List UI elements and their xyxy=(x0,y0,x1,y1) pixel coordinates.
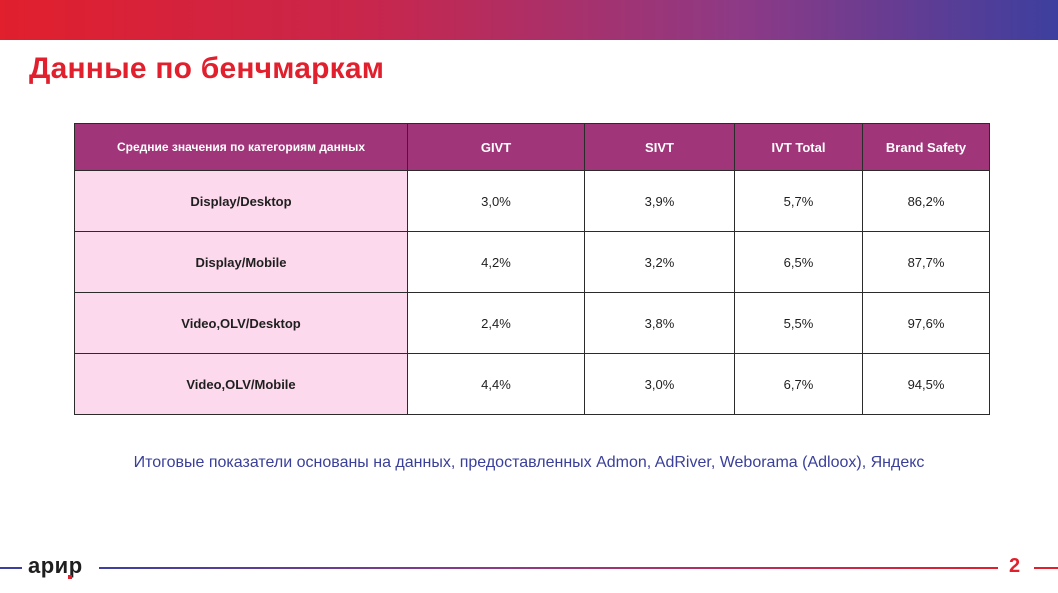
benchmark-table: Средние значения по категориям данных GI… xyxy=(74,123,990,415)
footer-divider xyxy=(99,567,998,569)
footer-divider-left xyxy=(0,567,22,569)
column-header-category: Средние значения по категориям данных xyxy=(74,123,408,171)
source-note: Итоговые показатели основаны на данных, … xyxy=(133,454,925,471)
sivt-cell: 3,8% xyxy=(584,292,735,354)
brand-safety-cell: 97,6% xyxy=(862,292,990,354)
sivt-cell: 3,0% xyxy=(584,353,735,415)
table-header-row: Средние значения по категориям данных GI… xyxy=(74,123,990,171)
sivt-cell: 3,2% xyxy=(584,231,735,293)
givt-cell: 4,2% xyxy=(407,231,585,293)
ivt-total-cell: 6,7% xyxy=(734,353,863,415)
brand-safety-cell: 86,2% xyxy=(862,170,990,232)
column-header-givt: GIVT xyxy=(407,123,585,171)
table-row: Video,OLV/Mobile 4,4% 3,0% 6,7% 94,5% xyxy=(74,353,990,415)
column-header-brand-safety: Brand Safety xyxy=(862,123,990,171)
arir-logo: арир xyxy=(28,553,83,578)
givt-cell: 3,0% xyxy=(407,170,585,232)
row-category-cell: Video,OLV/Desktop xyxy=(74,292,408,354)
column-header-sivt: SIVT xyxy=(584,123,735,171)
sivt-cell: 3,9% xyxy=(584,170,735,232)
row-category-cell: Video,OLV/Mobile xyxy=(74,353,408,415)
givt-cell: 2,4% xyxy=(407,292,585,354)
column-header-ivt-total: IVT Total xyxy=(734,123,863,171)
logo-accent-dot xyxy=(68,575,72,579)
brand-safety-cell: 87,7% xyxy=(862,231,990,293)
table-row: Display/Desktop 3,0% 3,9% 5,7% 86,2% xyxy=(74,170,990,232)
page-title: Данные по бенчмаркам xyxy=(29,52,385,85)
page-number: 2 xyxy=(1009,555,1021,577)
ivt-total-cell: 5,5% xyxy=(734,292,863,354)
ivt-total-cell: 5,7% xyxy=(734,170,863,232)
table-row: Display/Mobile 4,2% 3,2% 6,5% 87,7% xyxy=(74,231,990,293)
row-category-cell: Display/Mobile xyxy=(74,231,408,293)
brand-safety-cell: 94,5% xyxy=(862,353,990,415)
table-row: Video,OLV/Desktop 2,4% 3,8% 5,5% 97,6% xyxy=(74,292,990,354)
ivt-total-cell: 6,5% xyxy=(734,231,863,293)
top-gradient-bar xyxy=(0,0,1058,40)
row-category-cell: Display/Desktop xyxy=(74,170,408,232)
givt-cell: 4,4% xyxy=(407,353,585,415)
footer-divider-right xyxy=(1034,567,1058,569)
